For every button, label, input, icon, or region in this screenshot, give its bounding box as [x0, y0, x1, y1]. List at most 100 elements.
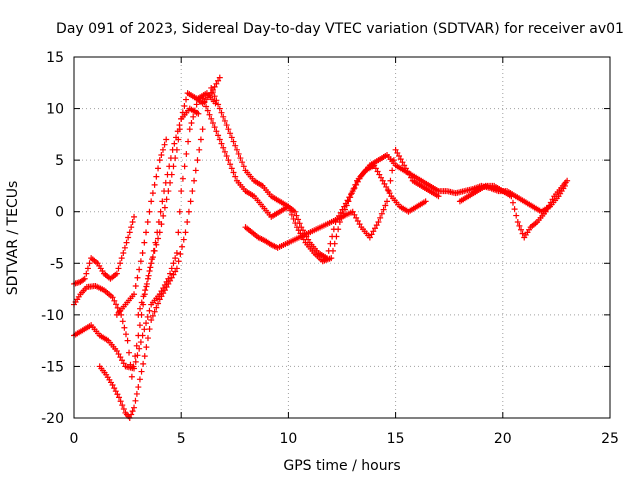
data-point: [372, 165, 379, 172]
data-point: [150, 247, 157, 254]
data-point: [215, 77, 222, 84]
data-point: [163, 196, 170, 203]
data-point: [169, 146, 176, 153]
data-point: [155, 300, 162, 307]
data-point: [84, 265, 91, 272]
x-axis-label: GPS time / hours: [283, 458, 400, 474]
data-point: [134, 274, 141, 281]
chart-title: Day 091 of 2023, Sidereal Day-to-day VTE…: [56, 21, 624, 37]
data-point: [435, 193, 442, 200]
data-point: [139, 249, 146, 256]
data-point: [154, 229, 161, 236]
data-point: [549, 196, 556, 203]
data-point: [144, 313, 151, 320]
data-point: [239, 159, 246, 166]
data-point: [213, 97, 220, 104]
data-point: [206, 111, 213, 118]
data-point: [161, 287, 168, 294]
data-point: [175, 258, 182, 265]
data-point: [144, 335, 151, 342]
data-point: [401, 162, 408, 169]
data-point: [221, 148, 228, 155]
data-point: [216, 105, 223, 112]
data-point: [133, 390, 140, 397]
data-point: [544, 205, 551, 212]
data-point: [161, 204, 168, 211]
data-point: [348, 190, 355, 197]
data-point: [117, 354, 124, 361]
data-point: [233, 146, 240, 153]
y-tick-label: 5: [55, 153, 64, 169]
data-point: [191, 177, 198, 184]
data-point: [143, 229, 150, 236]
data-point: [295, 227, 302, 234]
data-point: [145, 272, 152, 279]
data-point: [173, 265, 180, 272]
data-point: [144, 275, 151, 282]
data-point: [237, 155, 244, 162]
data-point: [209, 120, 216, 127]
data-point: [156, 157, 163, 164]
data-point: [208, 115, 215, 122]
data-point: [220, 113, 227, 120]
data-point: [518, 226, 525, 233]
data-point: [158, 293, 165, 300]
data-points: [71, 74, 571, 421]
data-point: [390, 157, 397, 164]
x-tick-label: 5: [177, 431, 186, 447]
data-point: [166, 163, 173, 170]
data-point: [183, 96, 190, 103]
data-point: [378, 210, 385, 217]
data-point: [161, 188, 168, 195]
data-point: [136, 376, 143, 383]
data-point: [225, 157, 232, 164]
data-point: [300, 236, 307, 243]
y-tick-label: 0: [55, 205, 64, 221]
data-point: [333, 233, 340, 240]
data-point: [132, 397, 139, 404]
data-point: [165, 280, 172, 287]
data-point: [216, 136, 223, 143]
data-point: [137, 258, 144, 265]
data-point: [374, 168, 381, 175]
y-tick-label: -10: [41, 308, 64, 324]
data-point: [126, 349, 133, 356]
data-point: [117, 398, 124, 405]
data-point: [125, 234, 132, 241]
data-point: [115, 265, 122, 272]
data-point: [201, 99, 208, 106]
data-point: [216, 74, 223, 81]
data-point: [138, 368, 145, 375]
data-point: [114, 391, 121, 398]
data-point: [343, 202, 350, 209]
data-point: [164, 171, 171, 178]
data-point: [112, 388, 119, 395]
data-point: [170, 271, 177, 278]
data-point: [232, 142, 239, 149]
data-point: [182, 229, 189, 236]
data-point: [119, 357, 126, 364]
series-group: [242, 146, 442, 251]
data-point: [375, 219, 382, 226]
data-point: [564, 177, 571, 184]
data-point: [328, 255, 335, 262]
data-point: [141, 326, 148, 333]
data-point: [211, 93, 218, 100]
data-point: [160, 290, 167, 297]
data-point: [290, 215, 297, 222]
data-point: [196, 146, 203, 153]
data-point: [187, 198, 194, 205]
axis-ticks: [73, 56, 611, 419]
data-point: [151, 308, 158, 315]
data-point: [213, 128, 220, 135]
data-point: [220, 144, 227, 151]
data-point: [143, 344, 150, 351]
data-point: [119, 402, 126, 409]
data-point: [119, 318, 126, 325]
data-point: [155, 165, 162, 172]
data-point: [141, 353, 148, 360]
data-point: [514, 219, 521, 226]
data-point: [218, 140, 225, 147]
series-group: [71, 90, 219, 372]
